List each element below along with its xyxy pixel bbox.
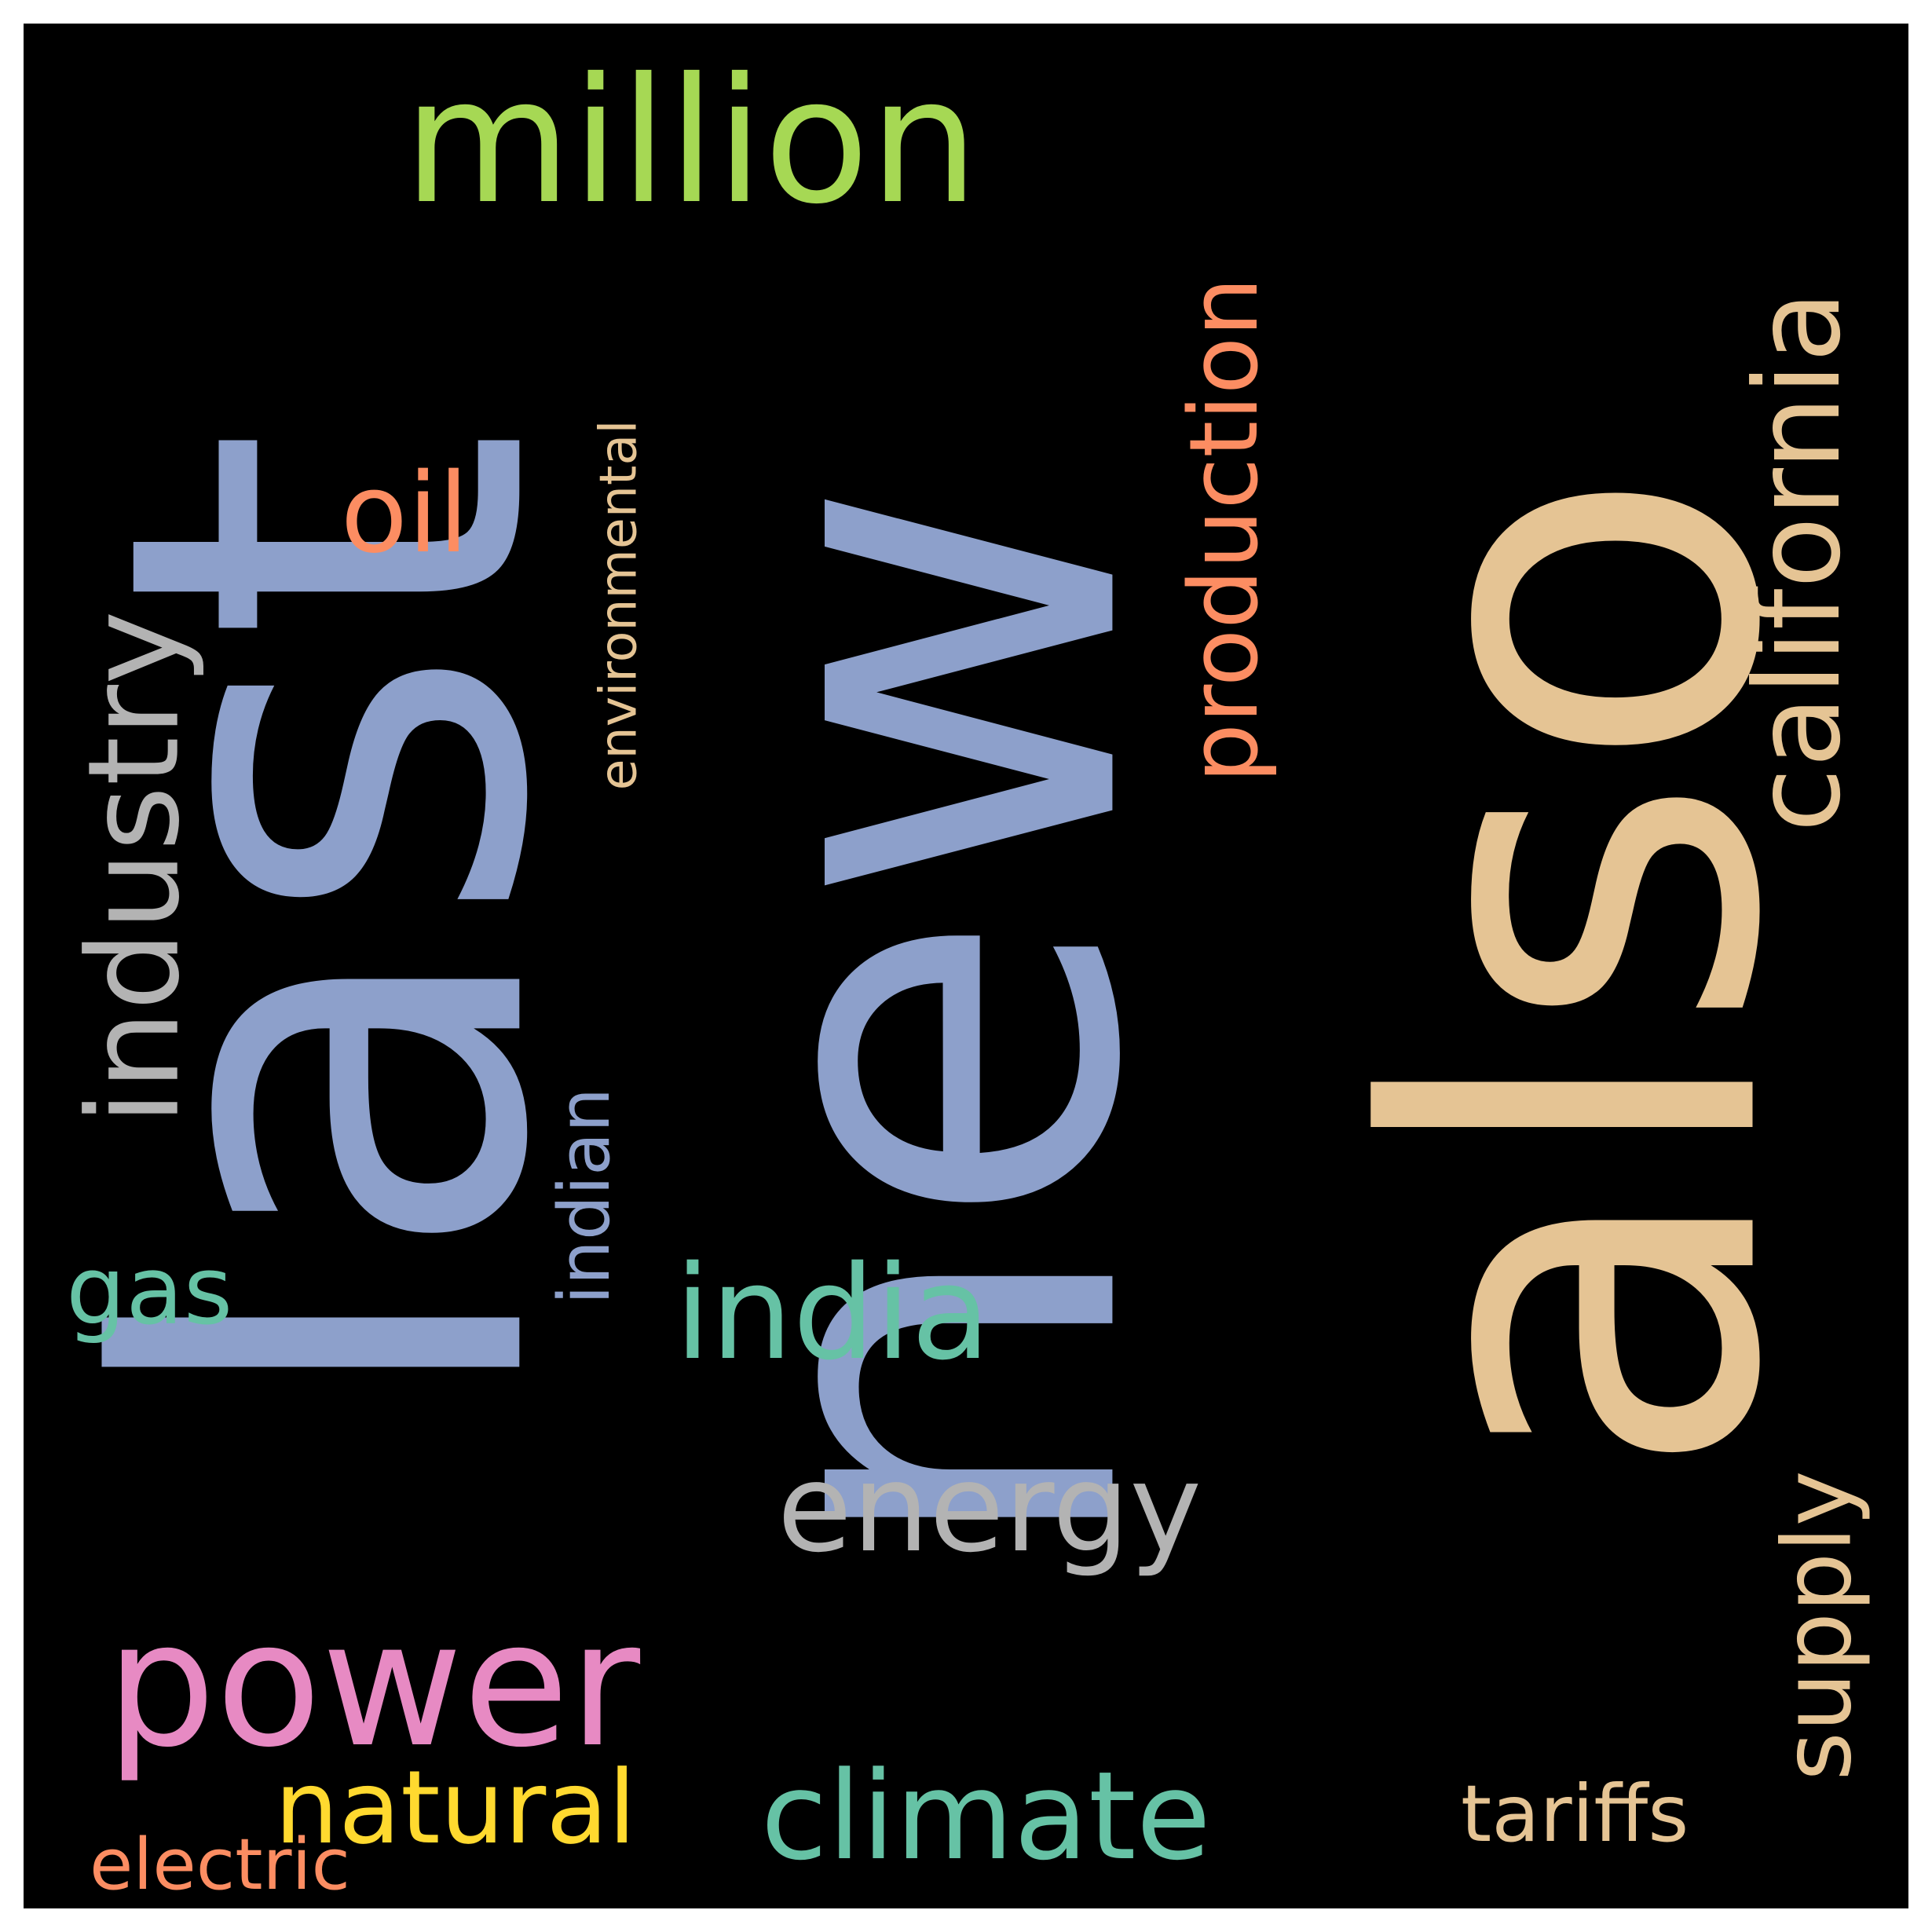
word-supply: supply [1763,1470,1873,1781]
word-electric: electric [90,1824,351,1906]
word-production: production [1170,276,1280,784]
word-million: million [403,41,979,242]
word-gas: gas [66,1237,233,1346]
word-indian: indian [543,1087,627,1304]
word-oil: oil [340,450,469,578]
word-california: california [1730,290,1868,833]
word-new: new [624,477,1237,1565]
word-climate: climate [760,1745,1211,1887]
word-industry: industry [60,610,207,1125]
word-tariffs: tariffs [1461,1768,1689,1860]
word-power: power [106,1584,641,1785]
word-natural: natural [274,1749,637,1867]
word-india: india [675,1238,991,1389]
word-cloud-canvas: also new last million california product… [24,24,1908,1908]
word-environmental: environmental [588,419,648,790]
word-energy: energy [777,1436,1202,1579]
